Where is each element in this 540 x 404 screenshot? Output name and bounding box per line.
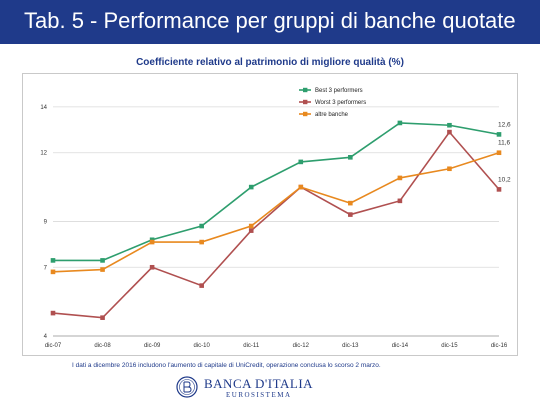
data-point: [149, 239, 155, 245]
data-point: [199, 223, 204, 229]
data-point: [248, 184, 254, 190]
chart-title: Coefficiente relativo al patrimonio di m…: [136, 57, 404, 68]
legend-swatch-marker: [303, 87, 308, 93]
x-tick-label: dic-07: [45, 343, 62, 349]
line-chart: 4 7 9 12 14 dic-07 dic-08 dic-09 dic-10 dic-11 dic…: [40, 87, 511, 349]
x-tick-label: dic-14: [392, 343, 409, 349]
x-tick-label: dic-16: [491, 343, 508, 349]
end-data-label: 10,2: [498, 176, 511, 183]
x-tick-label: dic-12: [293, 343, 310, 349]
legend-swatch-marker: [303, 99, 308, 105]
slide-title: Tab. 5 - Performance per gruppi di banch…: [24, 8, 516, 33]
data-point: [447, 166, 452, 172]
data-point: [397, 198, 403, 204]
data-point: [397, 120, 403, 126]
banca-italia-logo: BANCA D'ITALIA EUROSISTEMA: [176, 374, 376, 402]
data-point: [348, 200, 353, 206]
y-tick-label: 14: [40, 105, 47, 111]
logo-subtitle: EUROSISTEMA: [226, 391, 292, 399]
y-tick-label: 9: [44, 219, 48, 225]
series-line-2: [52, 151, 500, 273]
data-point: [100, 267, 105, 272]
data-point: [100, 315, 105, 320]
data-point: [199, 283, 204, 288]
legend-label: Best 3 performers: [315, 88, 363, 94]
data-point: [496, 132, 502, 137]
data-point: [348, 212, 353, 217]
data-point: [397, 175, 403, 181]
data-point: [50, 269, 56, 275]
data-point: [298, 184, 304, 190]
data-point: [496, 150, 502, 156]
data-point: [447, 129, 452, 135]
data-point: [149, 264, 155, 270]
x-tick-label: dic-13: [342, 343, 359, 349]
x-tick-label: dic-08: [94, 343, 111, 349]
y-tick-label: 7: [44, 265, 48, 271]
y-tick-label: 4: [44, 334, 48, 340]
end-data-label: 12,6: [498, 121, 511, 128]
footnote: I dati a dicembre 2016 includono l'aumen…: [72, 362, 381, 369]
data-point: [496, 187, 502, 192]
x-tick-label: dic-15: [441, 343, 458, 349]
end-data-label: 11,6: [498, 140, 511, 147]
legend-label: altre banche: [315, 112, 349, 118]
series-line-0: [53, 122, 500, 262]
data-point: [447, 122, 452, 128]
data-point: [199, 239, 204, 245]
logo-name: BANCA D'ITALIA: [204, 376, 314, 391]
data-point: [50, 258, 56, 263]
data-point: [248, 223, 254, 229]
data-point: [348, 155, 353, 160]
series-line-1: [52, 130, 500, 319]
x-tick-label: dic-09: [144, 343, 161, 349]
x-tick-label: dic-11: [243, 343, 260, 349]
title-bar: Tab. 5 - Performance per gruppi di banch…: [0, 0, 540, 44]
x-tick-label: dic-10: [193, 343, 210, 349]
legend-label: Worst 3 performers: [315, 100, 366, 106]
seal-icon: [176, 376, 198, 398]
legend-swatch-marker: [303, 111, 308, 117]
data-point: [248, 228, 254, 233]
chart-frame: 4 7 9 12 14 dic-07 dic-08 dic-09 dic-10 dic-11 dic…: [22, 73, 518, 356]
data-point: [100, 258, 105, 263]
data-point: [298, 159, 304, 165]
data-point: [50, 310, 56, 316]
y-tick-label: 12: [40, 151, 47, 157]
